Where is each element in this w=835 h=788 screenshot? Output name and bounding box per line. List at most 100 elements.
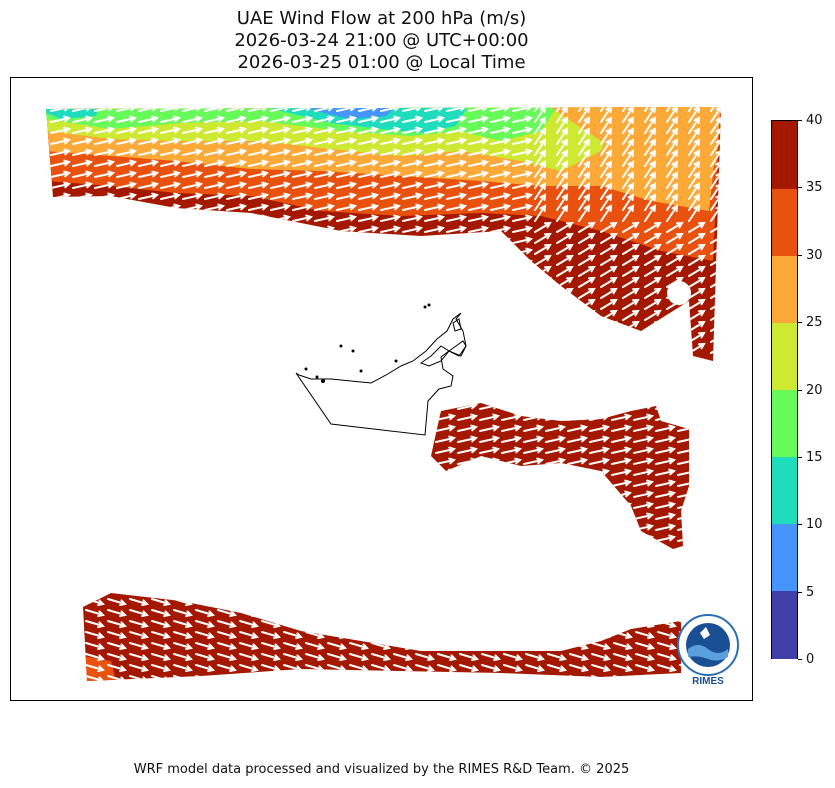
wind-arrow (635, 642, 656, 651)
wind-arrow (380, 313, 402, 321)
wind-arrow (435, 490, 457, 498)
wind-arrow (50, 148, 72, 156)
wind-arrow (657, 631, 678, 640)
wind-arrow (94, 203, 116, 211)
wind-arrow (490, 313, 512, 321)
colorbar-tick-label: 20 (806, 382, 823, 398)
wind-arrow (501, 523, 523, 531)
wind-arrow (644, 265, 662, 277)
wind-arrow (547, 653, 568, 662)
wind-arrow (349, 598, 370, 607)
wind-arrow (569, 620, 590, 629)
wind-arrow (402, 159, 424, 167)
wind-arrow (633, 435, 655, 443)
wind-arrow (534, 254, 552, 266)
wind-arrow (468, 324, 490, 332)
wind-arrow (94, 225, 116, 233)
wind-arrow (490, 269, 512, 277)
wind-arrow (578, 221, 596, 233)
wind-arrow (94, 159, 116, 167)
wind-arrow (589, 490, 611, 498)
wind-arrow (50, 126, 72, 134)
wind-arrow (556, 331, 574, 343)
wind-arrow (358, 280, 380, 288)
wind-arrow (270, 291, 292, 299)
wind-arrow (270, 346, 292, 354)
wind-arrow (248, 236, 270, 244)
wind-arrow (666, 182, 679, 200)
wind-arrow (107, 609, 128, 618)
wind-arrow (468, 335, 490, 343)
wind-arrow (292, 159, 314, 167)
wind-arrow (85, 642, 106, 651)
wind-arrow (195, 675, 216, 681)
wind-arrow (314, 269, 336, 277)
wind-arrow (402, 346, 424, 354)
wind-arrow (534, 204, 547, 222)
wind-arrow (523, 479, 545, 487)
wind-arrow (523, 534, 545, 542)
wind-arrow (402, 258, 424, 266)
wind-arrow (248, 335, 270, 343)
wind-arrow (600, 298, 618, 310)
wind-arrow (182, 313, 204, 321)
wind-arrow (503, 664, 524, 673)
wind-arrow (657, 675, 678, 681)
wind-arrow (556, 298, 574, 310)
wind-arrow (589, 479, 611, 487)
wind-arrow (50, 236, 72, 244)
wind-arrow (393, 609, 414, 618)
wind-arrow (457, 468, 479, 476)
wind-arrow (248, 313, 270, 321)
wind-arrow (578, 243, 596, 255)
wind-arrow (501, 446, 523, 454)
wind-arrow (446, 258, 468, 266)
wind-arrow (679, 598, 681, 607)
wind-arrow (666, 287, 684, 299)
wind-arrow (437, 631, 458, 640)
wind-arrow (710, 107, 721, 123)
wind-arrow (534, 287, 552, 299)
wind-arrow (591, 642, 612, 651)
wind-arrow (457, 534, 479, 542)
wind-arrow (481, 631, 502, 640)
wind-arrow (204, 214, 226, 222)
colorbar-tick-label: 15 (806, 449, 823, 465)
wind-arrow (490, 236, 512, 244)
wind-arrow (611, 512, 633, 520)
wind-arrow (292, 192, 314, 200)
wind-arrow (248, 302, 270, 310)
wind-arrow (380, 115, 402, 123)
wind-arrow (657, 642, 678, 651)
wind-arrow (204, 258, 226, 266)
wind-arrow (380, 236, 402, 244)
wind-arrow (393, 664, 414, 673)
colorbar-tick (798, 322, 802, 324)
wind-arrow (613, 664, 634, 673)
wind-arrow (633, 424, 655, 432)
wind-arrow (160, 148, 182, 156)
wind-arrow (657, 653, 678, 662)
wind-arrow (446, 126, 468, 134)
wind-arrow (666, 107, 679, 112)
wind-arrow (503, 609, 524, 618)
wind-arrow (402, 137, 424, 145)
wind-arrow (501, 512, 523, 520)
wind-arrow (292, 148, 314, 156)
wind-arrow (116, 181, 138, 189)
wind-arrow (72, 148, 94, 156)
wind-arrow (226, 313, 248, 321)
wind-arrow (204, 170, 226, 178)
wind-arrow (622, 243, 640, 255)
wind-arrow (270, 181, 292, 189)
wind-arrow (380, 346, 402, 354)
wind-arrow (556, 182, 569, 200)
wind-arrow (138, 313, 160, 321)
wind-arrow (336, 170, 358, 178)
wind-arrow (578, 171, 591, 189)
wind-arrow (655, 468, 677, 476)
wind-arrow (556, 320, 574, 332)
wind-arrow (358, 302, 380, 310)
wind-arrow (129, 642, 150, 651)
wind-arrow (72, 247, 94, 255)
